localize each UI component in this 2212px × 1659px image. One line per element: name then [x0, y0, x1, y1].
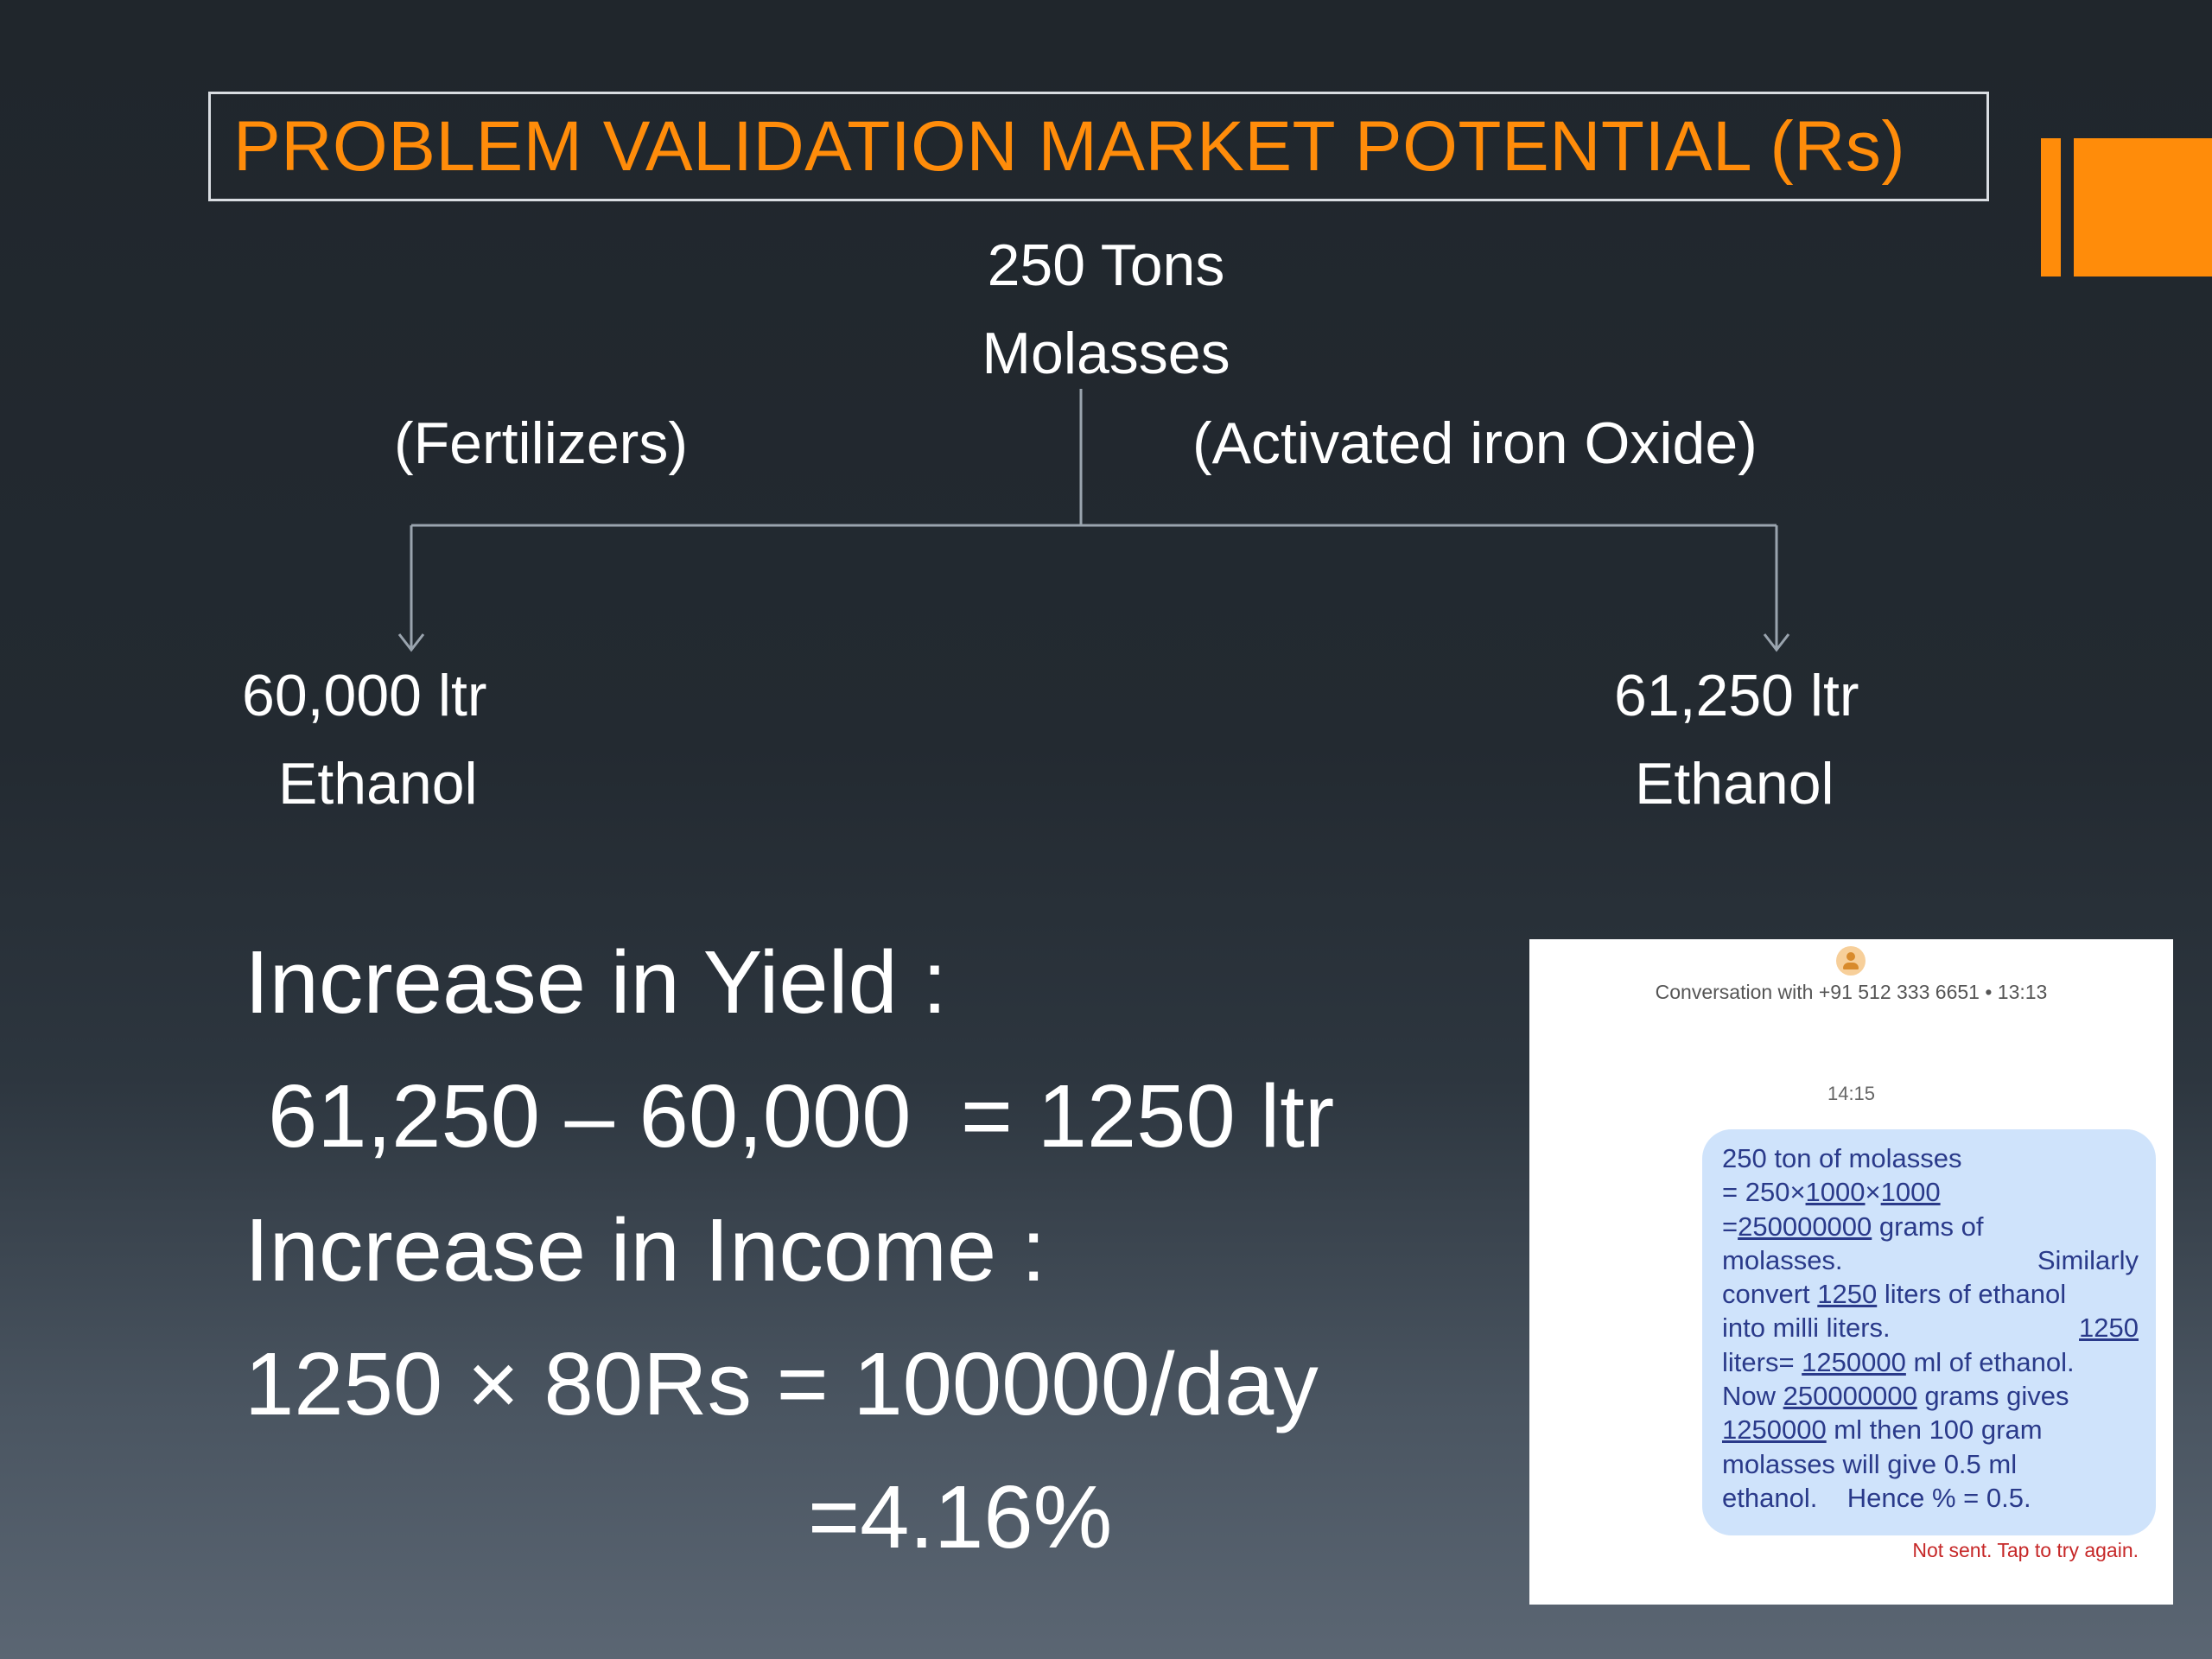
income-heading: Increase in Income :	[245, 1200, 1046, 1300]
message-bubble[interactable]: 250 ton of molasses = 250×1000×1000 =250…	[1702, 1129, 2156, 1535]
left-branch-label: (Fertilizers)	[394, 410, 688, 476]
message-timestamp: 14:15	[1827, 1083, 1876, 1104]
sms-screenshot: Conversation with +91 512 333 6651 • 13:…	[1529, 939, 2173, 1605]
message-line: ethanol. Hence % = 0.5.	[1722, 1482, 2031, 1513]
slide-title-box: PROBLEM VALIDATION MARKET POTENTIAL (Rs)	[208, 92, 1989, 201]
right-branch-label: (Activated iron Oxide)	[1192, 410, 1758, 476]
percent-result: =4.16%	[808, 1467, 1113, 1567]
message-line: 1250000 ml then 100 gram	[1722, 1414, 2043, 1446]
slide-title: PROBLEM VALIDATION MARKET POTENTIAL (Rs)	[233, 106, 1906, 186]
message-line: =250000000 grams of	[1722, 1211, 1984, 1242]
message-line: molasses. Similarly	[1722, 1244, 2139, 1275]
message-line: convert 1250 liters of ethanol	[1722, 1279, 2067, 1310]
message-line: molasses will give 0.5 ml	[1722, 1448, 2018, 1479]
left-leaf-line2: Ethanol	[278, 751, 478, 817]
message-line: liters= 1250000 ml of ethanol.	[1722, 1346, 2075, 1377]
root-node-line2: Molasses	[982, 321, 1230, 386]
left-leaf-line1: 60,000 ltr	[242, 663, 487, 728]
message-line: 250 ton of molasses	[1722, 1143, 1962, 1173]
yield-heading: Increase in Yield :	[245, 932, 948, 1032]
conversation-header: Conversation with +91 512 333 6651 • 13:…	[1655, 981, 2048, 1003]
not-sent-retry-link[interactable]: Not sent. Tap to try again.	[1912, 1539, 2139, 1561]
right-leaf-line2: Ethanol	[1635, 751, 1834, 817]
income-formula: 1250 × 80Rs = 100000/day	[245, 1334, 1319, 1433]
accent-bar-block	[2074, 138, 2212, 276]
right-leaf-line1: 61,250 ltr	[1614, 663, 1859, 728]
message-line: = 250×1000×1000	[1722, 1177, 1941, 1208]
message-line: into milli liters. 1250	[1722, 1313, 2139, 1344]
message-line: Now 250000000 grams gives	[1722, 1381, 2069, 1412]
yield-formula: 61,250 – 60,000 = 1250 ltr	[268, 1066, 1335, 1166]
left-arrow-head	[397, 633, 425, 652]
root-node-line1: 250 Tons	[987, 232, 1225, 298]
accent-bar-thin	[2041, 138, 2061, 276]
contact-avatar-icon	[1836, 946, 1866, 976]
right-arrow-head	[1763, 633, 1790, 652]
